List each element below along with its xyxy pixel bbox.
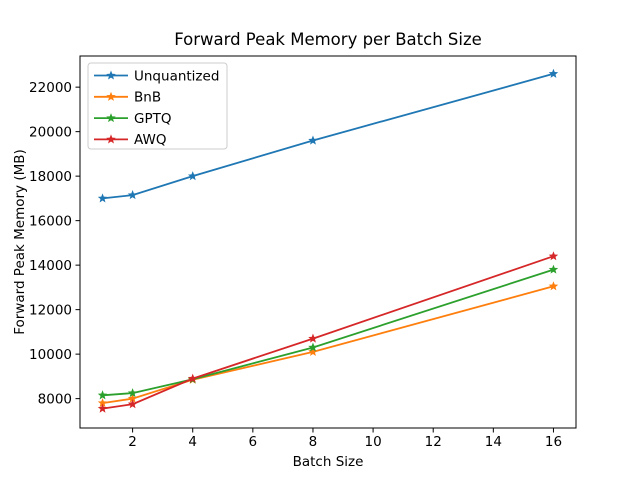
y-tick-label: 18000 [29, 169, 72, 185]
data-point-unquantized [97, 193, 108, 203]
y-tick-label: 8000 [38, 391, 72, 407]
data-point-awq [127, 399, 138, 409]
data-point-bnb [308, 346, 318, 356]
data-point-unquantized [548, 68, 559, 78]
legend-label-unquantized: Unquantized [134, 68, 219, 84]
y-axis-label: Forward Peak Memory (MB) [12, 149, 28, 335]
y-tick-label: 14000 [29, 258, 72, 274]
data-point-awq [308, 333, 318, 343]
plot-border [79, 55, 577, 429]
legend-marker-gptq [106, 113, 116, 123]
x-tick-label: 14 [485, 434, 502, 450]
data-point-awq [187, 373, 198, 383]
data-point-bnb [548, 281, 559, 291]
x-axis-label: Batch Size [293, 454, 364, 470]
x-tick-label: 10 [364, 434, 381, 450]
y-tick-label: 10000 [29, 347, 72, 363]
series-line-awq [102, 255, 554, 410]
legend-marker-bnb [106, 91, 116, 101]
x-tick-label: 8 [309, 434, 318, 450]
data-point-gptq [308, 342, 318, 352]
y-tick-label: 20000 [29, 124, 72, 140]
x-tick-label: 12 [425, 434, 442, 450]
y-tick-label: 12000 [29, 302, 72, 318]
legend-marker-awq [106, 134, 116, 144]
y-tick-label: 22000 [29, 80, 72, 96]
legend-label-awq: AWQ [134, 132, 166, 148]
legend-label-gptq: GPTQ [134, 111, 171, 127]
x-tick-label: 16 [545, 434, 562, 450]
axes: 2 4 6 8 10 12 14 16 8000 10000 12000 14000 16000 1800… [29, 55, 577, 450]
x-tick-label: 2 [128, 434, 137, 450]
data-point-unquantized [308, 135, 318, 145]
data-point-unquantized [187, 171, 198, 181]
data-point-awq [548, 251, 559, 261]
legend: Unquantized BnB GPTQ AWQ [87, 62, 228, 150]
data-point-bnb [97, 398, 108, 408]
data-series [97, 68, 559, 413]
legend-marker-unquantized [106, 70, 116, 80]
data-point-bnb [127, 393, 138, 403]
data-point-unquantized [127, 190, 138, 200]
data-point-awq [97, 403, 108, 413]
legend-label-bnb: BnB [134, 90, 161, 106]
data-point-gptq [127, 388, 138, 398]
x-tick-label: 6 [249, 434, 258, 450]
data-point-gptq [97, 390, 108, 400]
chart-title: Forward Peak Memory per Batch Size [174, 30, 482, 49]
series-line-bnb [102, 285, 554, 404]
data-point-gptq [548, 264, 559, 274]
legend-box [87, 62, 228, 150]
x-tick-label: 4 [188, 434, 197, 450]
series-line-gptq [102, 268, 554, 397]
y-tick-label: 16000 [29, 213, 72, 229]
